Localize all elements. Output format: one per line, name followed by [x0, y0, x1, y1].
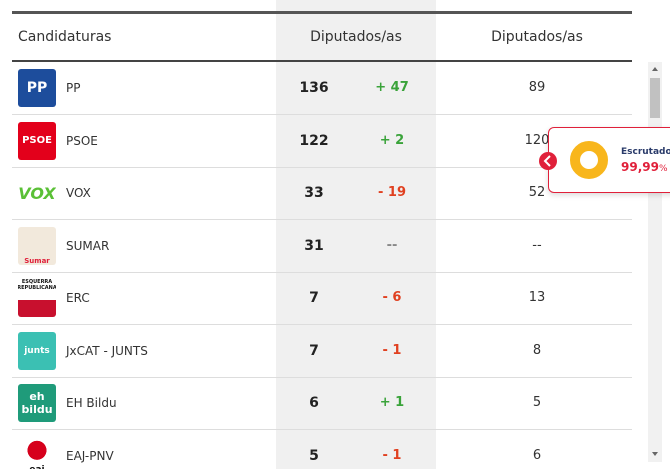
party-logo: eh bildu	[18, 384, 56, 422]
table-row: junts JxCAT - JUNTS 7 - 1 8	[12, 325, 632, 378]
table-row: eaj EAJ-PNV 5 - 1 6	[12, 430, 632, 469]
previous-seats: 6	[532, 447, 542, 463]
party-name: EAJ-PNV	[66, 448, 114, 463]
party-logo: Sumar	[18, 226, 56, 265]
seats: 7	[309, 290, 319, 306]
previous-seats: 5	[532, 395, 542, 410]
seat-change: + 47	[375, 80, 409, 95]
table-row: PSOE PSOE 122 + 2 120	[12, 115, 632, 168]
seat-change: - 1	[382, 342, 402, 358]
header-cell: Diputados/as	[310, 29, 402, 45]
seat-change: + 1	[379, 395, 405, 410]
seat-change: + 2	[379, 132, 405, 148]
table-row: ESQUERRA REPUBLICANA ERC 7 - 6 13	[12, 272, 632, 325]
seat-change: - 1	[382, 447, 402, 463]
previous-seats: --	[532, 237, 542, 253]
previous-seats: 120	[524, 132, 550, 148]
party-name: VOX	[66, 186, 91, 200]
previous-seats: 89	[528, 80, 546, 95]
table-row: PP PP 136 + 47 89	[12, 62, 632, 115]
seat-change: - 19	[377, 185, 406, 200]
party-name: EH Bildu	[66, 396, 117, 410]
highlight-column	[276, 0, 436, 469]
party-name: PP	[66, 81, 81, 95]
party-name: ERC	[66, 291, 90, 305]
party-logo: ESQUERRA REPUBLICANA	[18, 279, 56, 317]
previous-seats: 8	[532, 342, 542, 358]
party-logo: PSOE	[18, 121, 56, 160]
party-logo: eaj	[18, 436, 56, 469]
seat-change: - 6	[382, 290, 402, 305]
header-cell: Candidaturas	[18, 29, 112, 45]
seats: 6	[309, 395, 319, 411]
top-rule	[12, 11, 632, 14]
scrutiny-popup: Escrutado 99,99%	[548, 127, 670, 193]
party-name: PSOE	[66, 133, 98, 148]
popup-number: 99,99	[621, 160, 659, 174]
donut	[570, 141, 608, 179]
results-table: Candidaturas Diputados/as Diputados/as P…	[12, 0, 632, 469]
previous-seats: 13	[528, 290, 546, 305]
scroll-arrows	[652, 67, 658, 456]
seats: 33	[304, 185, 324, 201]
seats: 5	[309, 447, 319, 464]
party-name: SUMAR	[66, 238, 110, 253]
popup-label: Escrutado	[621, 147, 670, 157]
scrollbar[interactable]	[648, 62, 662, 462]
seats: 7	[309, 342, 319, 359]
party-logo: VOX	[18, 183, 56, 203]
popup-toggle[interactable]	[538, 151, 558, 171]
table-row: eh bildu EH Bildu 6 + 1 5	[12, 377, 632, 430]
popup-unit: %	[658, 164, 668, 174]
table-row: Sumar SUMAR 31 -- --	[12, 220, 632, 273]
header-rule	[12, 60, 632, 62]
party-name: JxCAT - JUNTS	[66, 343, 148, 358]
scroll-thumb[interactable]	[650, 78, 660, 118]
seats: 31	[304, 237, 324, 254]
header-cell: Diputados/as	[491, 29, 583, 45]
party-logo: junts	[18, 331, 56, 370]
popup-value: 99,99%	[621, 160, 668, 174]
seats: 122	[299, 132, 329, 149]
party-logo: PP	[18, 69, 56, 107]
previous-seats: 52	[528, 185, 546, 200]
table-row: VOX VOX 33 - 19 52	[12, 167, 632, 220]
seats: 136	[299, 80, 329, 96]
seat-change: --	[386, 237, 398, 253]
